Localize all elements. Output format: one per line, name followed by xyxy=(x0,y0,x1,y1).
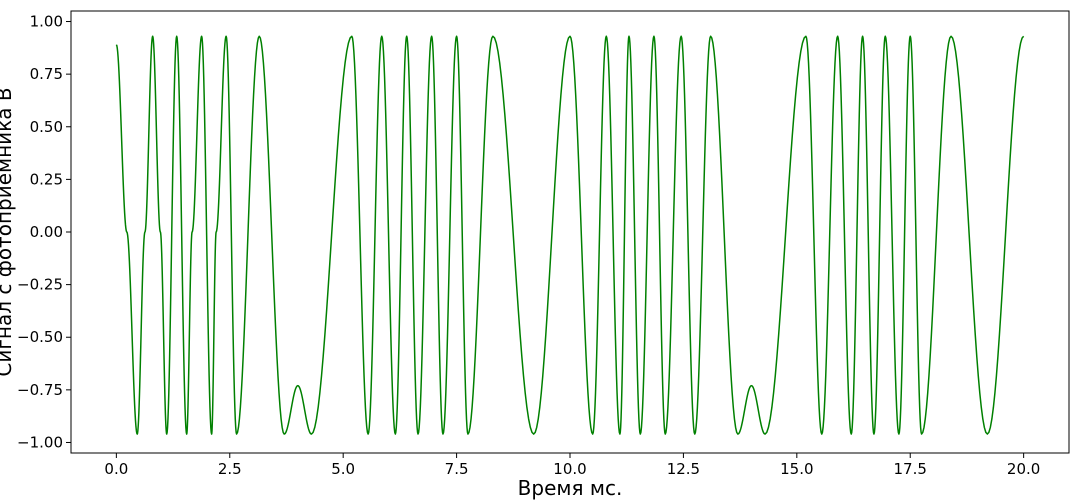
y-tick-label: −0.75 xyxy=(17,381,63,399)
x-axis-label: Время мс. xyxy=(518,476,623,500)
y-tick-label: 0.00 xyxy=(30,223,63,241)
x-tick-label: 7.5 xyxy=(445,460,469,478)
signal-line xyxy=(115,35,1025,435)
y-tick-label: 0.75 xyxy=(30,65,63,83)
x-tick-label: 20.0 xyxy=(1007,460,1040,478)
y-tick-label: −1.00 xyxy=(17,433,63,451)
x-tick-label: 5.0 xyxy=(331,460,355,478)
x-tick-label: 17.5 xyxy=(894,460,927,478)
x-axis-ticks: 0.0 2.5 5.0 7.5 10.0 12.5 15.0 17.5 20.0 xyxy=(104,453,1040,478)
y-tick-label: 0.50 xyxy=(30,118,63,136)
y-axis-label: Сигнал с фотоприемника В xyxy=(0,87,16,376)
plot-frame xyxy=(70,10,1070,454)
x-tick-label: 15.0 xyxy=(780,460,813,478)
y-tick-label: 0.25 xyxy=(30,170,63,188)
y-tick-label: −0.50 xyxy=(17,328,63,346)
x-tick-label: 2.5 xyxy=(218,460,242,478)
y-tick-label: 1.00 xyxy=(30,13,63,31)
plot-area xyxy=(71,11,1069,453)
x-tick-label: 0.0 xyxy=(104,460,128,478)
x-tick-label: 10.0 xyxy=(553,460,586,478)
x-tick-label: 12.5 xyxy=(667,460,700,478)
y-axis-ticks: −1.00 −0.75 −0.50 −0.25 0.00 0.25 0.50 0.75 1.00 xyxy=(17,13,71,451)
y-tick-label: −0.25 xyxy=(17,276,63,294)
